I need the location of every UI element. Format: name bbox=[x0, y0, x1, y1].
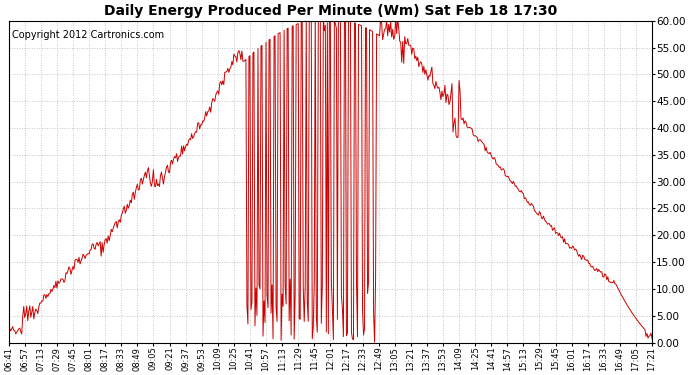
Text: Copyright 2012 Cartronics.com: Copyright 2012 Cartronics.com bbox=[12, 30, 164, 40]
Title: Daily Energy Produced Per Minute (Wm) Sat Feb 18 17:30: Daily Energy Produced Per Minute (Wm) Sa… bbox=[104, 4, 557, 18]
